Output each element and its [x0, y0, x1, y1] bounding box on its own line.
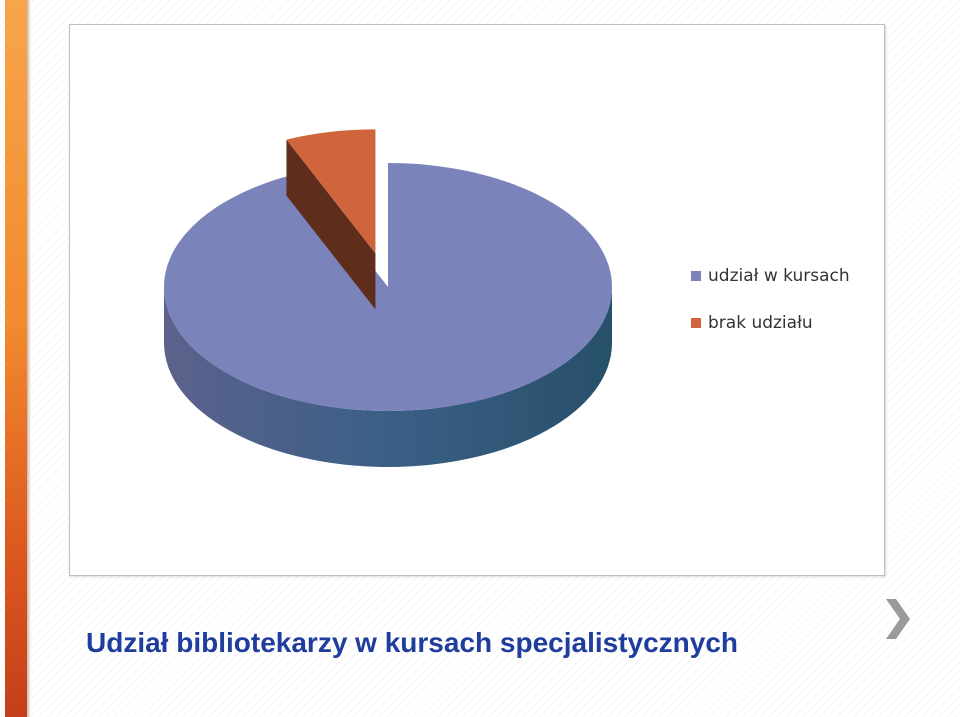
pie-chart — [163, 129, 612, 467]
chevron-right-icon[interactable] — [883, 597, 913, 641]
legend-label-participation: udział w kursach — [708, 266, 850, 286]
legend-swatch-no-participation — [691, 318, 701, 328]
legend-item-participation: udział w kursach — [691, 264, 850, 288]
slide-accent-bar — [5, 0, 31, 717]
chart-panel: udział w kursach brak udziału — [69, 24, 885, 576]
pie-side-primary — [164, 287, 612, 467]
legend-item-no-participation: brak udziału — [691, 311, 850, 335]
legend-label-no-participation: brak udziału — [708, 313, 813, 333]
pie-slice-secondary — [286, 129, 376, 254]
pie-slice-primary — [163, 163, 612, 411]
slide-title: Udział bibliotekarzy w kursach specjalis… — [86, 627, 739, 658]
legend-swatch-participation — [691, 271, 701, 281]
chart-legend: udział w kursach brak udziału — [691, 264, 850, 358]
pie-cut-secondary — [286, 139, 376, 310]
